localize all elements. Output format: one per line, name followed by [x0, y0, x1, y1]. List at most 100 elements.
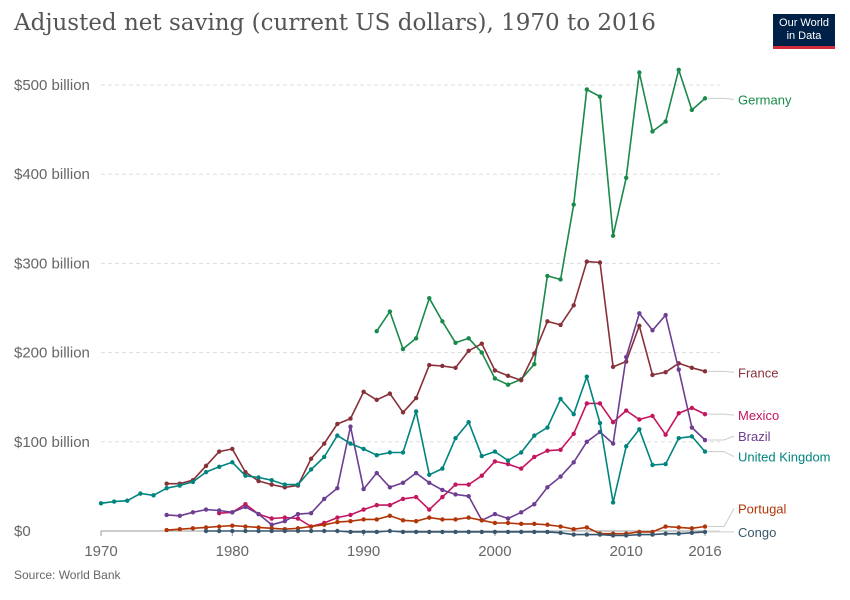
data-point-portugal: [256, 525, 261, 530]
data-point-united-kingdom: [164, 485, 169, 491]
chart-title: Adjusted net saving (current US dollars)…: [14, 10, 656, 36]
data-point-united-kingdom: [479, 453, 484, 459]
data-point-portugal: [532, 521, 537, 527]
data-point-france: [164, 481, 169, 486]
data-point-brazil: [243, 504, 248, 510]
series-label-portugal: Portugal: [738, 502, 787, 517]
data-point-congo: [650, 532, 655, 537]
data-point-germany: [663, 119, 668, 124]
data-point-portugal: [374, 517, 379, 522]
data-point-brazil: [518, 510, 524, 515]
data-point-france: [558, 322, 563, 328]
data-point-france: [637, 323, 642, 329]
source-note: Source: World Bank: [14, 568, 121, 582]
data-point-congo: [256, 528, 261, 534]
data-point-brazil: [400, 480, 406, 486]
data-point-mexico: [269, 516, 274, 521]
data-point-congo: [400, 529, 406, 535]
data-point-mexico: [413, 494, 419, 500]
data-point-united-kingdom: [138, 491, 143, 496]
data-point-brazil: [505, 516, 511, 521]
data-point-united-kingdom: [374, 452, 379, 458]
data-point-united-kingdom: [335, 433, 340, 438]
data-point-france: [322, 441, 327, 446]
data-point-portugal: [584, 525, 590, 530]
data-point-mexico: [427, 507, 432, 512]
data-point-france: [597, 260, 603, 265]
data-point-mexico: [663, 432, 668, 437]
data-point-united-kingdom: [518, 450, 524, 455]
data-point-congo: [308, 528, 314, 534]
data-point-portugal: [545, 522, 550, 527]
data-point-france: [387, 391, 393, 396]
owid-logo[interactable]: Our World in Data: [773, 14, 835, 49]
data-point-portugal: [479, 518, 484, 523]
data-point-united-kingdom: [203, 469, 209, 475]
data-point-mexico: [466, 482, 471, 487]
data-point-portugal: [571, 527, 576, 532]
data-point-united-kingdom: [584, 374, 590, 379]
data-point-united-kingdom: [387, 450, 393, 455]
data-point-germany: [532, 361, 537, 367]
data-point-united-kingdom: [650, 462, 655, 468]
data-point-france: [427, 362, 432, 368]
data-point-germany: [466, 336, 471, 341]
data-point-mexico: [295, 516, 301, 521]
data-point-congo: [427, 529, 432, 535]
data-point-congo: [216, 528, 222, 534]
data-point-france: [400, 410, 406, 415]
data-point-mexico: [532, 454, 537, 460]
data-point-united-kingdom: [676, 436, 681, 441]
y-tick-label: $100 billion: [14, 434, 90, 451]
data-point-portugal: [308, 524, 314, 529]
data-point-brazil: [676, 367, 681, 372]
data-point-united-kingdom: [322, 454, 327, 460]
logo-line-1: Our World: [779, 17, 829, 29]
data-point-brazil: [203, 507, 209, 512]
data-point-france: [440, 363, 445, 369]
data-point-france: [361, 389, 366, 395]
data-point-congo: [282, 528, 288, 534]
data-point-brazil: [282, 518, 288, 524]
data-point-congo: [374, 529, 379, 535]
data-point-brazil: [466, 494, 471, 499]
data-point-france: [230, 446, 235, 452]
data-point-france: [348, 416, 353, 421]
y-tick-label: $300 billion: [14, 255, 90, 272]
data-point-france: [545, 319, 550, 324]
label-connector-brazil: [708, 435, 735, 441]
data-point-mexico: [624, 408, 629, 413]
data-point-germany: [505, 382, 511, 387]
data-point-brazil: [164, 512, 169, 518]
data-point-france: [689, 365, 695, 370]
data-point-brazil: [308, 510, 314, 516]
data-point-united-kingdom: [111, 499, 117, 504]
data-point-congo: [505, 529, 511, 535]
data-point-mexico: [637, 417, 642, 422]
x-tick-label: 1970: [84, 543, 117, 560]
data-point-mexico: [702, 411, 708, 417]
y-tick-label: $200 billion: [14, 345, 90, 362]
data-point-brazil: [624, 354, 629, 360]
data-point-united-kingdom: [663, 461, 668, 467]
data-point-congo: [387, 528, 393, 534]
data-point-congo: [624, 533, 629, 538]
data-point-portugal: [466, 515, 471, 520]
data-point-france: [308, 456, 314, 461]
data-point-congo: [492, 529, 498, 535]
data-point-brazil: [492, 511, 498, 517]
data-point-portugal: [164, 527, 169, 533]
data-point-mexico: [282, 515, 288, 520]
data-point-brazil: [190, 510, 196, 515]
data-point-mexico: [335, 515, 340, 520]
data-point-germany: [413, 336, 419, 341]
data-point-germany: [558, 277, 563, 282]
x-tick-label: 2000: [478, 543, 511, 560]
data-point-congo: [571, 532, 576, 537]
data-point-france: [610, 364, 616, 370]
data-point-brazil: [532, 502, 537, 507]
data-point-mexico: [545, 448, 550, 453]
data-point-brazil: [295, 511, 301, 517]
data-point-united-kingdom: [558, 396, 563, 402]
